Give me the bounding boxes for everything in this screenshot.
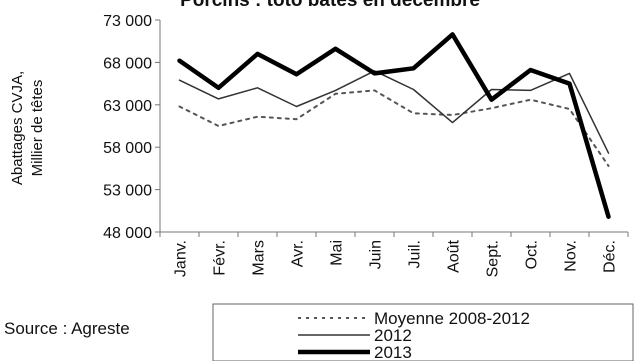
y-tick-label: 63 000 — [103, 98, 152, 115]
x-axis: Janv. Févr. Mars Avr. Mai Juin Juil. Août Sept. O… — [159, 231, 629, 277]
series-line-2013 — [177, 32, 611, 219]
x-tick-label: Mai — [329, 240, 346, 266]
x-tick-label: Sept. — [485, 240, 502, 277]
source-note: Source : Agreste — [4, 319, 130, 338]
x-tick-label: Avr. — [290, 240, 307, 267]
x-tick-label: Août — [446, 239, 463, 272]
legend-label-2012: 2012 — [374, 326, 412, 345]
x-tick-label: Févr. — [212, 240, 229, 276]
y-axis: 48 000 53 000 58 000 63 000 68 000 73 000 — [103, 13, 161, 242]
legend-label-average: Moyenne 2008-2012 — [374, 309, 530, 328]
y-tick-label: 53 000 — [103, 183, 152, 200]
y-axis-label-line2: Millier de têtes — [29, 80, 46, 177]
chart-title: Porcins : toto bâtes en décembre — [180, 0, 480, 11]
y-tick-label: 73 000 — [103, 13, 152, 30]
series-line-average — [178, 89, 610, 167]
x-tick-label: Juil. — [407, 240, 424, 268]
x-tick-label: Nov. — [563, 240, 580, 272]
y-axis-title: Abattages CVJA, Millier de têtes — [9, 71, 46, 185]
x-tick-label: Janv. — [173, 240, 190, 277]
x-tick-label: Déc. — [602, 240, 619, 273]
x-tick-label: Oct. — [524, 240, 541, 269]
legend-box — [212, 303, 634, 361]
legend: Moyenne 2008-2012 2012 2013 — [212, 303, 634, 361]
series-layer — [177, 32, 611, 219]
y-tick-label: 68 000 — [103, 55, 152, 72]
y-tick-label: 58 000 — [103, 140, 152, 157]
x-tick-label: Mars — [251, 240, 268, 276]
series-line-2012 — [178, 70, 610, 154]
y-axis-label-line1: Abattages CVJA, — [9, 71, 26, 185]
legend-label-2013: 2013 — [374, 343, 412, 361]
x-tick-label: Juin — [368, 240, 385, 269]
y-tick-label: 48 000 — [103, 225, 152, 242]
